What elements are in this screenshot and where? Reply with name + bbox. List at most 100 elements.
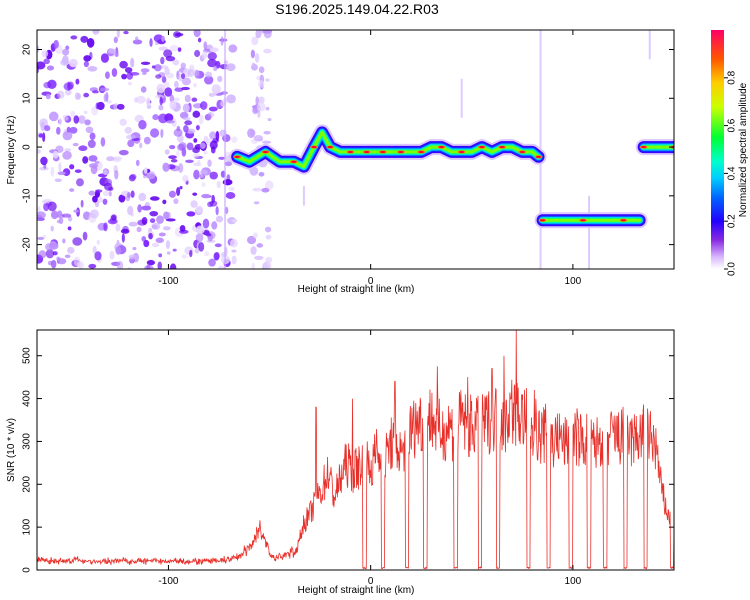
noise-blob (139, 142, 143, 149)
noise-blob (156, 83, 166, 94)
noise-blob (192, 153, 200, 158)
noise-blob (95, 102, 100, 110)
y-tick-label: 200 (22, 476, 33, 493)
noise-blob (209, 47, 219, 53)
noise-blob (83, 60, 89, 68)
noise-blob (190, 200, 198, 208)
noise-blob (168, 190, 176, 198)
colorbar-tick-label: 0.6 (727, 118, 738, 132)
noise-blob (73, 209, 80, 213)
noise-blob (193, 138, 198, 143)
noise-blob (206, 233, 212, 237)
doppler-track (235, 130, 540, 169)
noise-blob (82, 156, 89, 164)
track-peak-core (311, 146, 317, 149)
track-peak-core (536, 155, 542, 158)
noise-blob (195, 225, 205, 234)
noise-blob (37, 61, 46, 70)
noise-blob (261, 187, 270, 193)
noise-blob (137, 204, 142, 213)
noise-blob (135, 36, 139, 42)
noise-blob (263, 130, 271, 135)
noise-blob (45, 93, 51, 100)
noise-blob (162, 162, 170, 172)
track-peak-core (438, 146, 444, 149)
noise-blob (121, 73, 127, 80)
noise-blob (215, 215, 224, 223)
track-peak-core (234, 155, 240, 158)
snr-x-ticks: -100 0 100 (158, 330, 582, 587)
noise-blob (261, 140, 272, 144)
noise-blob (132, 247, 137, 251)
noise-blob (213, 65, 218, 72)
noise-blob (201, 51, 208, 60)
noise-blob (47, 201, 57, 212)
noise-blob (158, 46, 168, 51)
noise-blob (116, 103, 125, 110)
noise-blob (83, 110, 88, 114)
noise-blob (173, 80, 179, 89)
noise-blob (252, 232, 258, 239)
noise-blob (127, 191, 131, 199)
noise-blob (52, 150, 59, 159)
noise-blob (114, 52, 119, 58)
noise-blob (124, 126, 133, 134)
noise-blob (257, 96, 265, 104)
noise-blob (112, 156, 122, 161)
x-tick-label: 100 (565, 576, 582, 587)
snr-y-ticks: 0 100 200 300 400 500 (22, 347, 674, 573)
noise-blob (186, 211, 196, 217)
noise-blob (53, 39, 59, 49)
noise-blob (224, 161, 233, 167)
noise-blob (215, 130, 220, 141)
noise-blob (170, 159, 178, 163)
noise-blob (56, 219, 61, 224)
noise-blob (103, 222, 108, 232)
noise-blob (199, 169, 208, 176)
noise-blob (264, 226, 272, 233)
noise-blob (247, 128, 255, 139)
noise-blob (116, 239, 120, 247)
noise-blob (166, 120, 175, 124)
y-tick-label: 10 (22, 92, 33, 104)
noise-blob (120, 228, 130, 234)
noise-blob (50, 259, 57, 269)
noise-blob (102, 190, 110, 197)
noise-blob (149, 218, 156, 224)
x-tick-label: 100 (565, 276, 582, 287)
noise-blob (37, 44, 40, 53)
noise-blob (231, 249, 237, 253)
noise-blob (207, 159, 212, 168)
noise-blob (69, 126, 78, 134)
noise-blob (37, 211, 46, 219)
noise-blob (95, 189, 103, 193)
noise-blob (213, 252, 220, 261)
noise-blob (64, 148, 72, 152)
noise-blob (77, 261, 81, 268)
noise-blob (165, 240, 171, 250)
noise-blob (202, 218, 210, 229)
noise-blob (199, 174, 204, 178)
y-tick-label: 100 (22, 518, 33, 535)
noise-blob (163, 49, 173, 58)
noise-blob (265, 106, 270, 111)
x-tick-label: 0 (368, 276, 374, 287)
x-tick-label: -100 (158, 276, 178, 287)
y-tick-label: -10 (22, 188, 33, 203)
noise-blob (207, 58, 217, 68)
noise-blob (70, 35, 78, 40)
noise-blob (146, 264, 151, 269)
noise-blob (73, 115, 80, 124)
noise-blob (102, 198, 108, 205)
noise-blob (136, 226, 142, 233)
noise-blob (193, 30, 201, 38)
noise-blob (256, 102, 266, 112)
noise-blob (89, 209, 99, 219)
spectrogram-y-label: Frequency (Hz) (6, 116, 17, 185)
noise-blob (58, 162, 62, 173)
noise-blob (205, 71, 212, 78)
colorbar-label: Normalized spectral amplitude (738, 82, 749, 217)
noise-blob (37, 236, 45, 240)
